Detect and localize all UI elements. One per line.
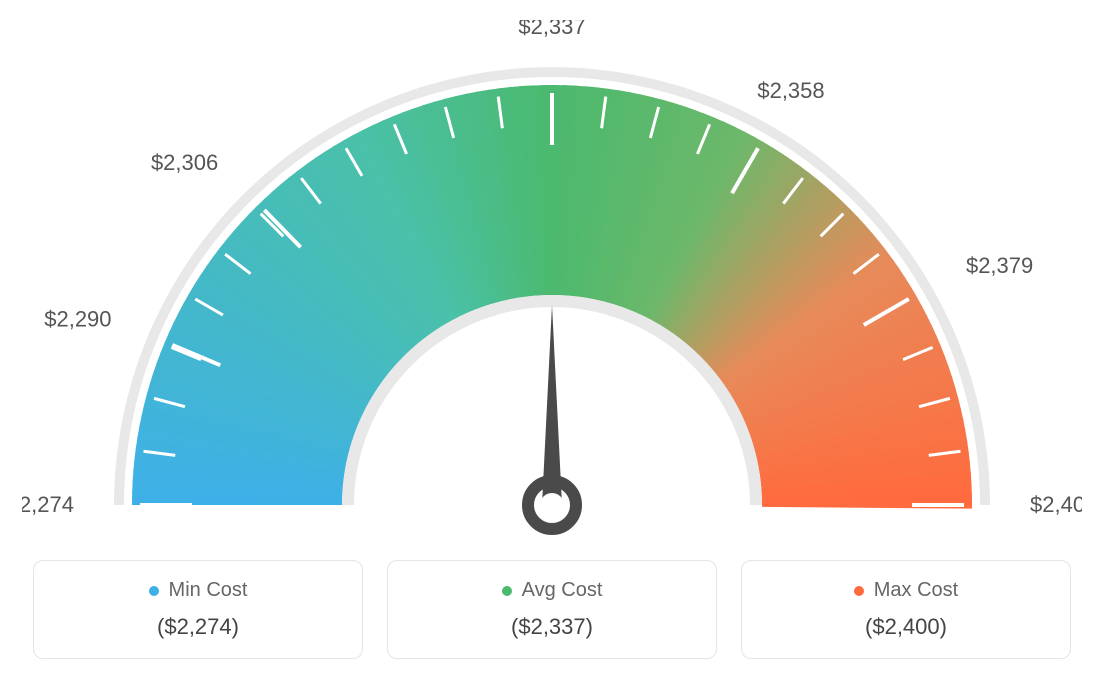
legend-cards: Min Cost ($2,274) Avg Cost ($2,337) Max …: [22, 560, 1082, 659]
avg-cost-title-row: Avg Cost: [502, 579, 603, 602]
avg-cost-label: Avg Cost: [522, 579, 603, 602]
svg-text:$2,379: $2,379: [966, 253, 1033, 278]
svg-text:$2,358: $2,358: [757, 78, 824, 103]
avg-cost-card: Avg Cost ($2,337): [387, 560, 717, 659]
min-cost-value: ($2,274): [54, 614, 342, 640]
svg-text:$2,306: $2,306: [151, 150, 218, 175]
svg-text:$2,400: $2,400: [1030, 492, 1082, 517]
cost-gauge-chart: $2,274 $2,290 $2,306 $2,337 $2,358 $2,379 $2,4…: [22, 20, 1082, 560]
svg-text:$2,274: $2,274: [22, 492, 74, 517]
min-cost-label: Min Cost: [169, 579, 248, 602]
gauge-svg: $2,274 $2,290 $2,306 $2,337 $2,358 $2,379 $2,4…: [22, 20, 1082, 560]
avg-cost-value: ($2,337): [408, 614, 696, 640]
svg-text:$2,290: $2,290: [44, 306, 111, 331]
min-cost-title-row: Min Cost: [149, 579, 248, 602]
min-dot-icon: [149, 586, 159, 596]
avg-dot-icon: [502, 586, 512, 596]
max-cost-value: ($2,400): [762, 614, 1050, 640]
svg-text:$2,337: $2,337: [518, 20, 585, 39]
min-cost-card: Min Cost ($2,274): [33, 560, 363, 659]
max-cost-title-row: Max Cost: [854, 579, 958, 602]
max-cost-label: Max Cost: [874, 579, 958, 602]
max-cost-card: Max Cost ($2,400): [741, 560, 1071, 659]
max-dot-icon: [854, 586, 864, 596]
